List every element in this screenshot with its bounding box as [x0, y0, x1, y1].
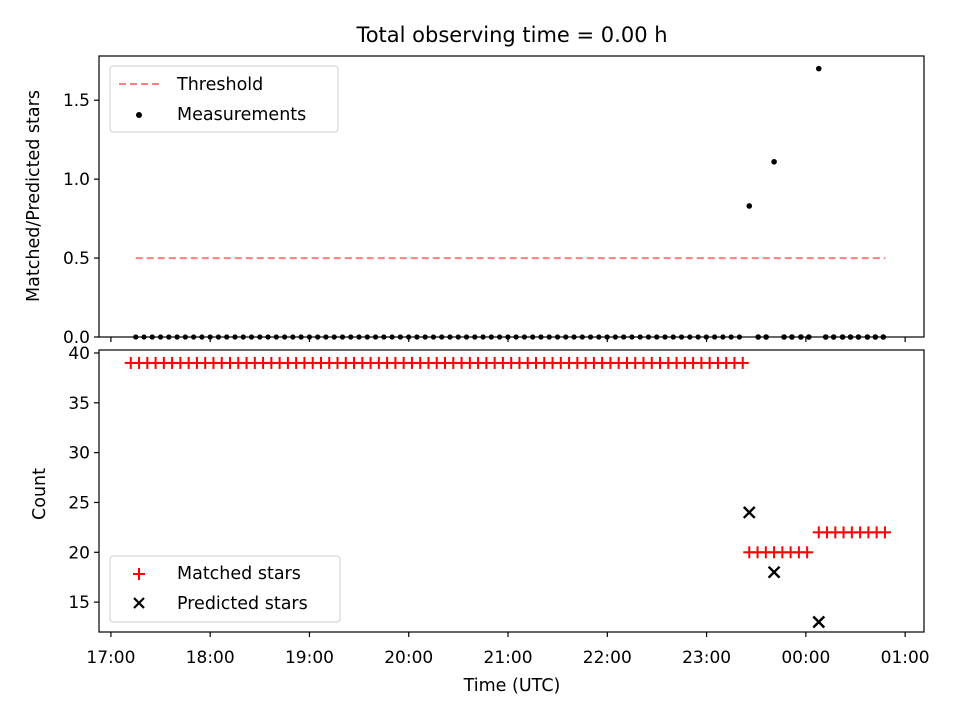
x-tick-label: 17:00 — [86, 648, 135, 668]
ratio-panel: 0.0 0.5 1.0 1.5 Matched/Predicted stars Thr… — [24, 55, 925, 348]
x-tick-label: 21:00 — [484, 648, 533, 668]
ratio-y-label: Matched/Predicted stars — [24, 90, 44, 302]
legend-matched-swatch — [133, 568, 145, 580]
matched-star-markers — [124, 356, 891, 559]
measurement-point — [746, 203, 753, 209]
legend-predicted-swatch — [133, 597, 145, 609]
measurement-point — [771, 158, 777, 165]
count-y-tick-label: 35 — [68, 394, 90, 414]
ratio-legend-box — [109, 65, 339, 133]
count-y-tick-label: 20 — [68, 543, 90, 563]
predicted-star-marker — [767, 565, 781, 579]
ratio-y-tick-label: 0.5 — [63, 249, 90, 269]
count-y-tick-label: 30 — [68, 444, 90, 464]
count-plot-frame — [98, 349, 925, 633]
count-y-tick-label: 25 — [68, 493, 90, 513]
x-tick-label: 19:00 — [285, 648, 334, 668]
ratio-legend: Threshold Measurements — [109, 65, 339, 133]
count-y-tick-label: 15 — [68, 593, 90, 613]
predicted-star-marker — [812, 615, 826, 629]
chart-title: Total observing time = 0.00 h — [355, 23, 667, 47]
legend-measurements-swatch — [136, 112, 142, 118]
predicted-star-marker — [742, 506, 756, 519]
x-tick-label: 22:00 — [583, 648, 632, 668]
matched-star-marker — [736, 356, 749, 369]
legend-measurements-label: Measurements — [177, 105, 306, 125]
matched-star-marker — [878, 526, 891, 539]
ratio-plot-frame — [98, 55, 925, 338]
x-tick-label: 23:00 — [682, 648, 731, 668]
count-x-axis: 17:00 18:00 19:00 20:00 21:00 22:00 23:00 00:00… — [86, 632, 930, 668]
measurement-point — [815, 65, 822, 72]
matched-star-marker — [801, 546, 814, 559]
count-y-axis: 15 20 25 30 35 40 — [68, 344, 99, 613]
x-tick-label: 01:00 — [881, 648, 930, 668]
legend-predicted-label: Predicted stars — [177, 594, 308, 614]
predicted-star-markers — [742, 506, 826, 629]
count-y-tick-label: 40 — [68, 344, 90, 364]
x-tick-label: 18:00 — [186, 648, 235, 668]
ratio-y-tick-label: 1.0 — [63, 170, 90, 190]
x-axis-label: Time (UTC) — [463, 676, 561, 696]
ratio-y-tick-label: 1.5 — [63, 91, 90, 111]
ratio-y-axis: 0.0 0.5 1.0 1.5 — [63, 91, 99, 348]
count-panel: 15 20 25 30 35 40 17:00 18:00 19:00 20:00 21:00 22… — [30, 344, 930, 696]
ratio-y-tick-label: 0.0 — [63, 328, 90, 348]
count-legend-box — [109, 555, 341, 623]
x-tick-label: 00:00 — [781, 648, 830, 668]
count-legend: Matched stars Predicted stars — [109, 555, 341, 623]
legend-matched-label: Matched stars — [177, 564, 301, 584]
legend-threshold-label: Threshold — [176, 75, 263, 95]
count-y-label: Count — [30, 468, 50, 520]
x-tick-label: 20:00 — [384, 648, 433, 668]
